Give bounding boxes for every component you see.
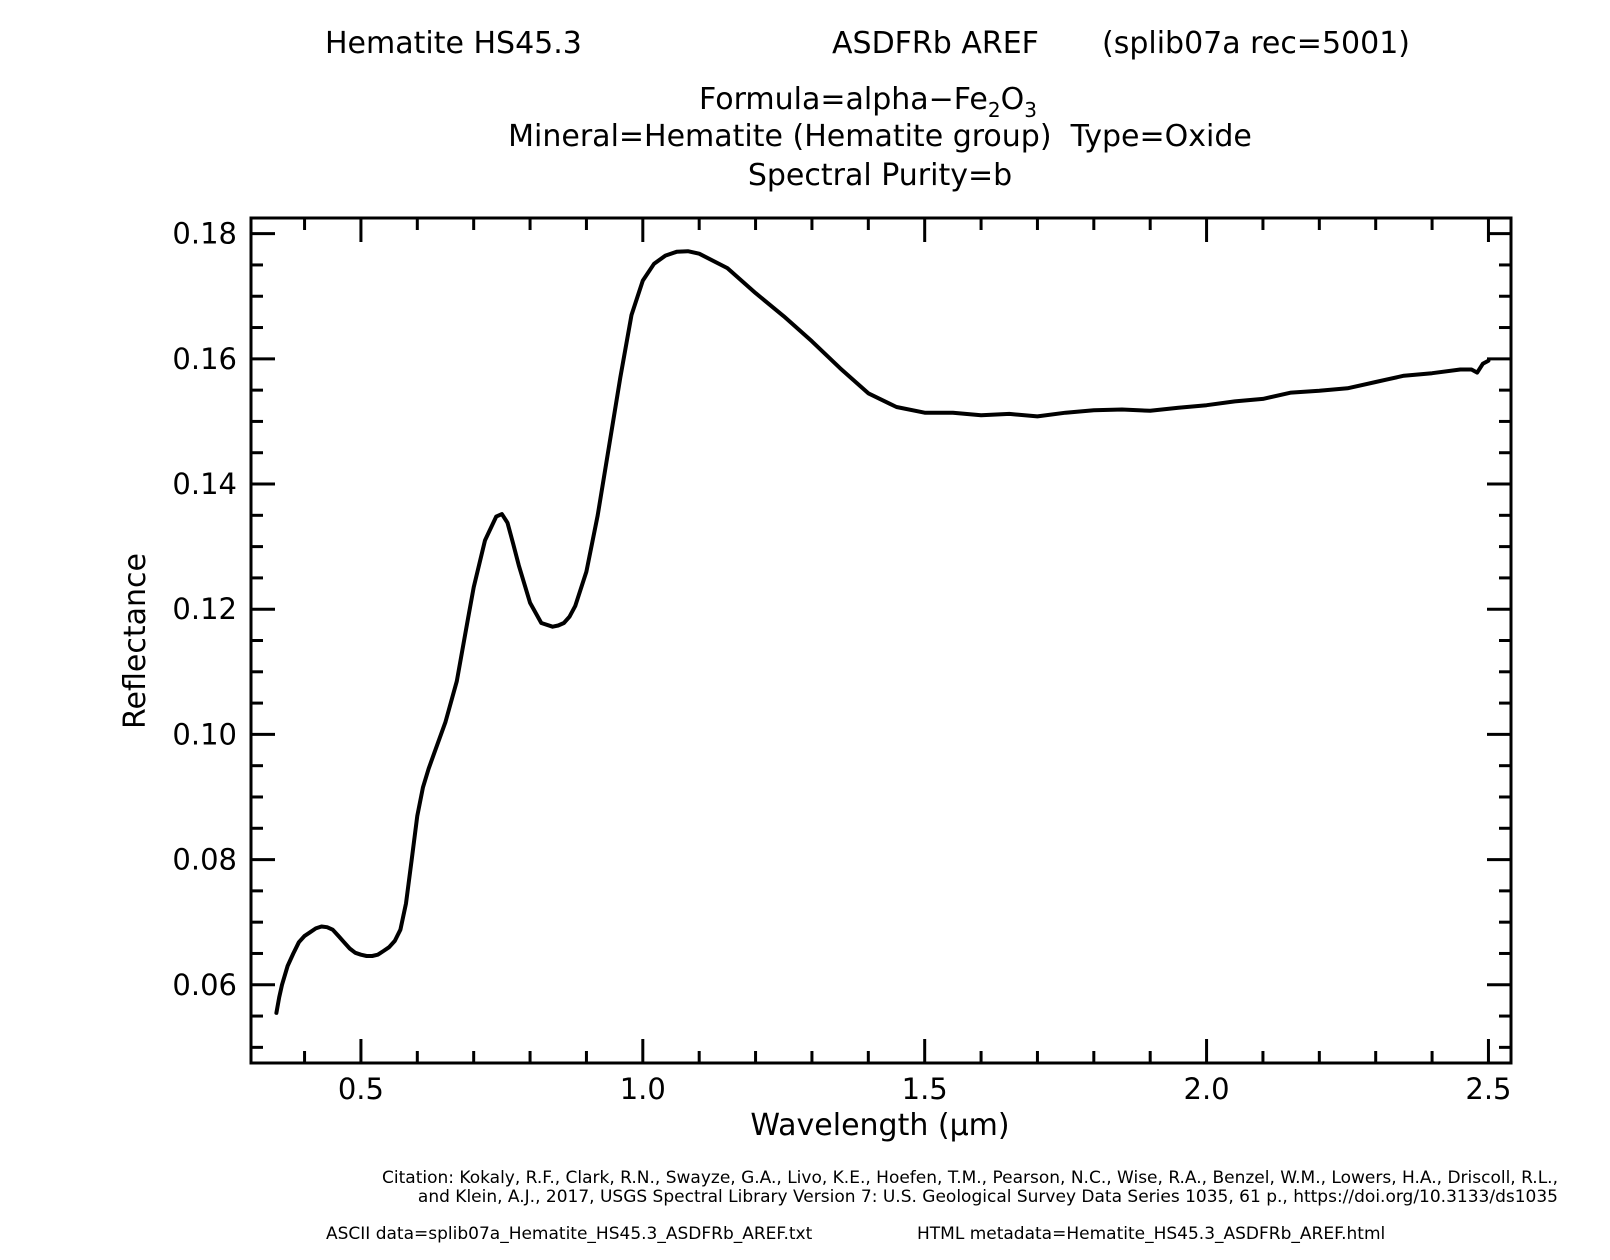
formula-line: Formula=alpha−Fe2O3 (699, 82, 1037, 122)
html-metadata-filename: HTML metadata=Hematite_HS45.3_ASDFRb_ARE… (917, 1224, 1385, 1244)
axis-ticks (251, 218, 1511, 1063)
mineral-line: Mineral=Hematite (Hematite group) Type=O… (508, 119, 1252, 154)
purity-line: Spectral Purity=b (748, 158, 1012, 193)
x-tick-label: 1.0 (620, 1072, 666, 1106)
ascii-data-filename: ASCII data=splib07a_Hematite_HS45.3_ASDF… (326, 1224, 813, 1244)
x-tick-label: 2.0 (1184, 1072, 1230, 1106)
plot-frame (249, 216, 1513, 1065)
x-tick-label: 0.5 (338, 1072, 384, 1106)
tick-labels: 0.5 1.0 1.5 2.0 2.5 0.06 0.08 0.10 0.12 0.14 0.16 0… (172, 217, 1511, 1106)
spectrometer-label: ASDFRb AREF (832, 26, 1039, 61)
record-label: (splib07a rec=5001) (1102, 26, 1410, 61)
y-tick-label: 0.12 (172, 592, 237, 626)
reflectance-series-line (274, 249, 1491, 1015)
citation-line-2: and Klein, A.J., 2017, USGS Spectral Lib… (418, 1187, 1558, 1207)
y-tick-label: 0.10 (172, 717, 237, 751)
y-tick-label: 0.08 (172, 843, 237, 877)
x-tick-label: 2.5 (1465, 1072, 1511, 1106)
x-tick-label: 1.5 (902, 1072, 948, 1106)
y-tick-label: 0.16 (172, 342, 237, 376)
y-tick-label: 0.06 (172, 968, 237, 1002)
citation-line-1: Citation: Kokaly, R.F., Clark, R.N., Swa… (382, 1168, 1558, 1188)
y-tick-label: 0.14 (172, 467, 237, 501)
x-axis-label: Wavelength (μm) (750, 1108, 1009, 1143)
y-tick-label: 0.18 (172, 217, 237, 251)
y-axis-label: Reflectance (118, 553, 153, 729)
sample-name: Hematite HS45.3 (325, 26, 582, 61)
